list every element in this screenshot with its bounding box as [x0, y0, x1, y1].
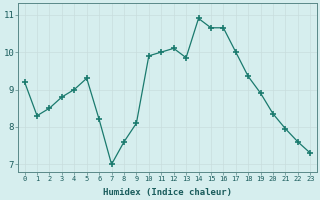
X-axis label: Humidex (Indice chaleur): Humidex (Indice chaleur): [103, 188, 232, 197]
